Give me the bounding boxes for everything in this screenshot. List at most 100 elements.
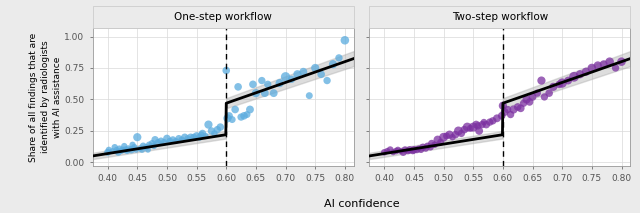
Point (481, 123, 492, 126)
Point (292, 73, 303, 76)
Point (488, 119, 498, 122)
Point (173, 137, 184, 140)
Point (147, 142, 157, 145)
Point (122, 149, 132, 153)
Point (462, 125, 472, 129)
Point (412, 148, 422, 151)
Point (132, 135, 143, 139)
Point (513, 105, 523, 109)
Point (245, 108, 255, 111)
Point (322, 79, 332, 82)
Point (137, 148, 147, 151)
Point (177, 138, 187, 141)
Point (113, 151, 124, 154)
Point (298, 70, 308, 73)
Point (159, 141, 169, 144)
Point (524, 100, 534, 104)
Point (527, 95, 538, 99)
Point (420, 147, 431, 150)
Point (442, 134, 452, 138)
Point (119, 144, 129, 148)
Point (127, 143, 138, 147)
Point (280, 75, 291, 78)
Point (251, 91, 261, 95)
Point (611, 66, 621, 70)
Point (269, 91, 279, 95)
Point (111, 148, 122, 151)
Point (168, 138, 178, 141)
Point (479, 120, 489, 124)
Point (135, 147, 145, 150)
Point (500, 110, 510, 114)
Point (222, 117, 232, 120)
Point (116, 149, 126, 153)
Point (379, 151, 389, 154)
Point (286, 78, 296, 81)
Point (195, 135, 205, 139)
Point (409, 148, 419, 151)
Point (413, 147, 424, 150)
Point (451, 133, 461, 136)
Point (206, 129, 216, 133)
Point (221, 69, 232, 72)
Point (334, 56, 344, 60)
Point (131, 148, 141, 151)
Point (616, 60, 627, 63)
Point (522, 98, 532, 101)
Point (262, 83, 273, 86)
Point (212, 128, 223, 131)
Point (138, 144, 148, 148)
Point (433, 138, 443, 141)
Point (426, 145, 436, 149)
Point (396, 149, 406, 153)
Point (444, 133, 454, 136)
Point (429, 143, 440, 147)
Point (126, 148, 136, 151)
Point (141, 145, 151, 149)
Point (557, 81, 567, 85)
Point (593, 64, 603, 67)
Point (104, 148, 114, 151)
Point (310, 66, 321, 70)
Point (248, 83, 258, 86)
Point (506, 113, 516, 116)
Point (474, 129, 484, 133)
Point (460, 128, 470, 131)
Point (391, 149, 401, 153)
Text: AI confidence: AI confidence (324, 199, 399, 209)
Point (403, 149, 413, 153)
Point (502, 108, 513, 111)
Point (385, 148, 396, 151)
Point (150, 138, 160, 141)
Point (388, 151, 398, 154)
Point (447, 135, 458, 139)
Point (144, 143, 154, 147)
Point (393, 148, 403, 151)
Point (156, 139, 166, 143)
Point (427, 142, 437, 145)
Point (230, 108, 240, 111)
Point (162, 137, 172, 140)
Point (540, 95, 550, 99)
Point (532, 91, 543, 95)
Point (477, 123, 487, 126)
Point (518, 102, 529, 105)
Point (498, 104, 508, 107)
Point (117, 148, 127, 151)
Point (456, 132, 467, 135)
Point (186, 135, 196, 139)
Point (102, 151, 113, 154)
Point (408, 149, 418, 153)
Point (416, 148, 426, 151)
Point (260, 91, 270, 95)
Point (180, 135, 190, 139)
Point (598, 62, 609, 66)
Point (400, 148, 410, 151)
Point (227, 118, 237, 121)
Point (497, 114, 507, 118)
Point (242, 113, 252, 116)
Point (239, 114, 249, 118)
Point (304, 94, 314, 97)
Point (124, 147, 134, 150)
Point (209, 132, 220, 135)
